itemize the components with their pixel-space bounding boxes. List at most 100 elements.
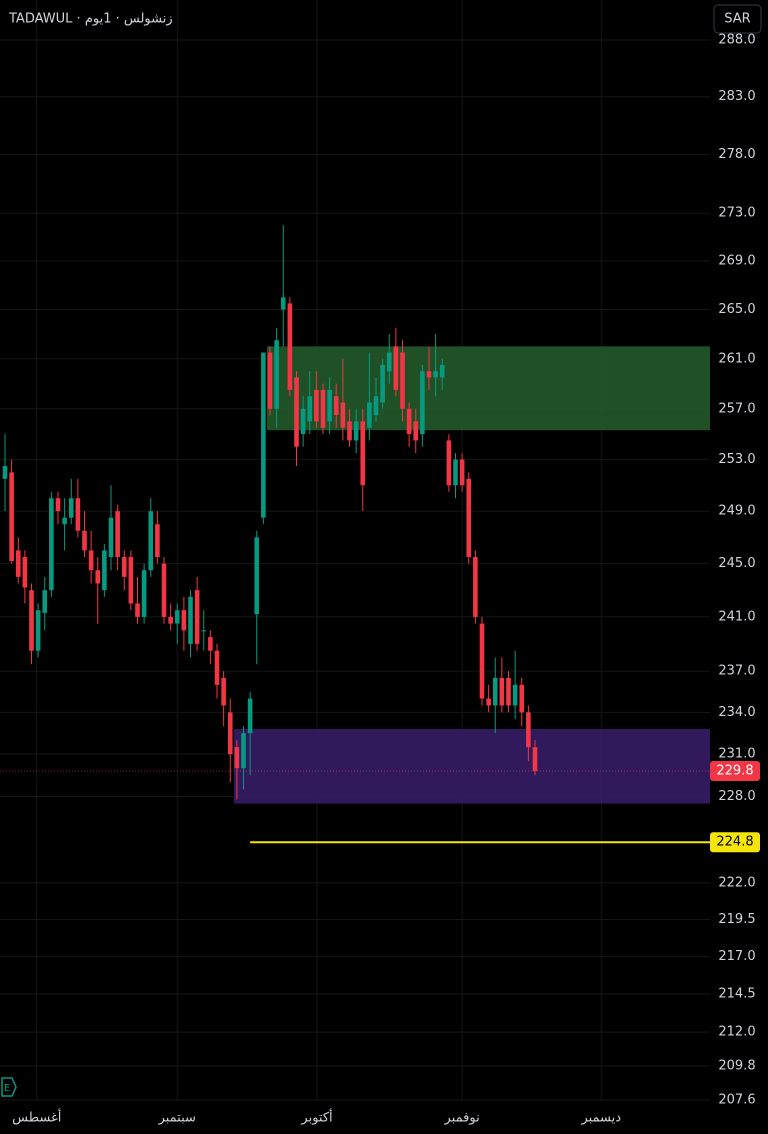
x-tick-label: سبتمبر (158, 1111, 196, 1126)
candle-body (95, 570, 101, 584)
candle-body (512, 684, 518, 706)
y-tick-label: 241.0 (718, 609, 755, 624)
y-tick-label: 245.0 (718, 556, 755, 571)
candle-body (208, 637, 213, 651)
y-tick-label: 261.0 (718, 351, 755, 366)
candle-body (393, 346, 399, 390)
candle-body (141, 570, 147, 617)
candle-body (181, 610, 187, 631)
chart-title: TADAWUL · زنشولس · 1يوم (8, 12, 173, 27)
candle-body (459, 459, 465, 486)
y-tick-label: 212.0 (718, 1025, 755, 1040)
candle-body (227, 712, 233, 755)
candle-body (108, 517, 114, 558)
candle-body (466, 478, 472, 558)
y-tick-label: 249.0 (718, 504, 755, 519)
candle-body (479, 623, 485, 699)
candle-body (499, 677, 505, 706)
candle-body (453, 459, 458, 486)
candle-body (168, 616, 173, 624)
candle-body (82, 530, 87, 551)
candle-body (29, 590, 34, 651)
candle-body (62, 517, 67, 525)
y-tick-label: 228.0 (718, 789, 755, 804)
candle-body (526, 712, 531, 748)
candle-body (174, 610, 180, 624)
candle-body (400, 352, 405, 409)
grid (0, 0, 710, 1101)
candle-body (55, 498, 61, 512)
candle-body (353, 421, 359, 441)
candle-body (314, 389, 319, 422)
x-tick-label: أكتوبر (300, 1109, 332, 1126)
y-tick-label: 217.0 (718, 949, 755, 964)
candle-body (261, 352, 266, 518)
candle-body (347, 421, 352, 441)
candles (0, 225, 710, 844)
y-tick-label: 283.0 (718, 89, 755, 104)
zone (267, 346, 710, 431)
candle-body (420, 371, 425, 435)
last-price-badge (710, 761, 760, 782)
candle-body (42, 590, 48, 613)
candle-body (254, 537, 260, 615)
candle-body (446, 440, 452, 486)
candle-body (267, 352, 273, 409)
y-tick-label: 222.0 (718, 875, 755, 890)
y-tick-label: 269.0 (718, 254, 755, 269)
candle-body (287, 303, 293, 390)
y-tick-label: 209.8 (718, 1058, 755, 1073)
candle-body (2, 465, 8, 479)
y-tick-label: 214.5 (718, 987, 755, 1002)
y-tick-label: 234.0 (718, 705, 755, 720)
candle-body (439, 364, 445, 378)
candle-body (188, 596, 193, 644)
candle-body (201, 630, 207, 632)
svg-text:E: E (4, 1083, 10, 1094)
candle-body (194, 590, 200, 644)
y-tick-label: 237.0 (718, 664, 755, 679)
candle-body (135, 603, 140, 617)
y-tick-label: 231.0 (718, 747, 755, 762)
candle-body (433, 371, 438, 378)
candle-body (9, 472, 14, 561)
candle-body (155, 524, 160, 558)
axes: 288.0 283.0 278.0 273.0 269.0 265.0 261.0 257.0… (12, 33, 760, 1126)
candle-body (380, 364, 385, 403)
x-tick-label: أغسطس (12, 1109, 61, 1126)
logo-icon: E (1, 1077, 17, 1097)
candle-body (327, 389, 332, 422)
candle-body (519, 684, 525, 713)
candle-body (426, 371, 432, 378)
candle-body (320, 389, 326, 428)
candle-body (241, 733, 246, 769)
candle-body (340, 402, 346, 428)
candle-body (115, 511, 120, 558)
y-tick-label: 219.5 (718, 912, 755, 927)
candle-body (492, 677, 498, 706)
level-label: 224.8 (716, 835, 753, 850)
candle-body (300, 408, 306, 435)
currency-button[interactable] (713, 4, 762, 34)
y-tick-label: 278.0 (718, 147, 755, 162)
candle-body (148, 511, 154, 571)
candle-body (49, 498, 54, 591)
y-tick-label: 257.0 (718, 401, 755, 416)
zone (233, 729, 710, 804)
candle-body (68, 498, 74, 518)
candle-body (274, 340, 279, 409)
candle-body (486, 698, 491, 706)
x-tick-label: ديسمبر (580, 1111, 621, 1126)
y-tick-label: 265.0 (718, 302, 755, 317)
last-price-label: 229.8 (716, 764, 753, 779)
candle-body (75, 498, 81, 531)
currency-label[interactable]: SAR (724, 12, 750, 27)
candle-body (15, 550, 21, 577)
candle-body (247, 698, 253, 734)
candle-body (294, 377, 299, 447)
candle-body (406, 408, 412, 435)
y-tick-label: 207.6 (718, 1093, 755, 1108)
candle-body (307, 396, 313, 422)
candle-body (22, 557, 28, 588)
